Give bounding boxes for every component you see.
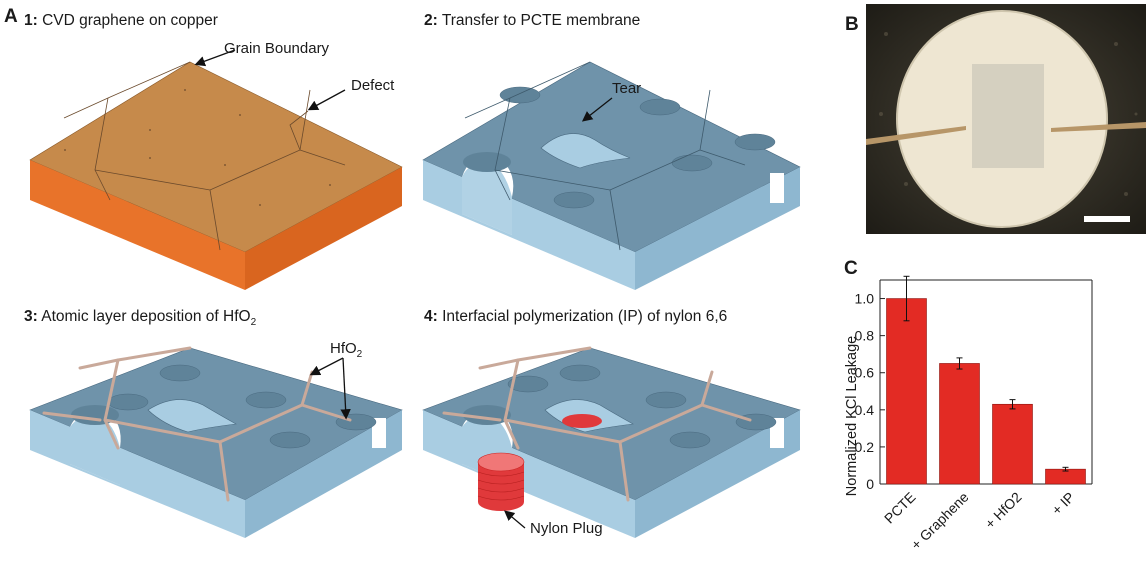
x-tick-label: PCTE xyxy=(881,489,919,527)
nylon-plug-arrow xyxy=(504,510,526,529)
panel-c-label: C xyxy=(844,258,858,279)
step-3-text: Atomic layer deposition of HfO xyxy=(41,308,251,325)
x-tick-label: + IP xyxy=(1048,489,1077,518)
defect-label: Defect xyxy=(351,77,395,94)
y-tick-label: 0 xyxy=(866,476,874,492)
bar xyxy=(939,363,980,485)
panel-a-label: A xyxy=(4,6,18,27)
tear-label: Tear xyxy=(612,80,642,97)
nylon-plug xyxy=(477,452,525,511)
pcte-membrane-block-3 xyxy=(29,346,403,538)
y-tick-labels: 0 0.2 0.4 0.6 0.8 1.0 xyxy=(855,291,875,492)
step-1-title: 1: CVD graphene on copper xyxy=(24,12,218,30)
defect-arrow xyxy=(307,89,346,111)
hfo2-arrow-2 xyxy=(340,357,351,420)
y-tick-label: 0.2 xyxy=(855,439,875,455)
step-2-text: Transfer to PCTE membrane xyxy=(441,12,641,29)
step-3-number: 3: xyxy=(24,308,38,325)
x-tick-label: + HfO2 xyxy=(982,489,1025,532)
step-3-subscript: 2 xyxy=(250,317,257,329)
kcl-leakage-chart: 0 0.2 0.4 0.6 0.8 1.0 PCTE+ Graphene + HfO2 + I… xyxy=(844,275,1093,553)
hfo2-label: HfO2 xyxy=(330,340,362,360)
schematic-illustrations xyxy=(29,49,801,538)
membrane-photo xyxy=(866,4,1146,234)
step-4-text: Interfacial polymerization (IP) of nylon… xyxy=(442,308,728,325)
grain-boundary-arrow xyxy=(194,49,236,67)
step-1-text: CVD graphene on copper xyxy=(42,12,218,29)
hfo2-label-subscript: 2 xyxy=(356,349,363,360)
pcte-membrane-block-4 xyxy=(422,346,801,538)
step-3-title: 3: Atomic layer deposition of HfO2 xyxy=(24,308,256,328)
pcte-membrane-block-2 xyxy=(422,61,801,290)
step-4-number: 4: xyxy=(424,308,438,325)
scale-bar xyxy=(1084,216,1130,222)
x-tick-label: + Graphene xyxy=(908,489,972,553)
hfo2-arrow-1 xyxy=(309,357,344,376)
hfo2-label-text: HfO xyxy=(330,340,357,357)
nylon-plug-label: Nylon Plug xyxy=(530,520,603,537)
y-axis-title: Normalized KCl Leakage xyxy=(844,336,860,496)
y-tick-label: 0.8 xyxy=(855,328,875,344)
y-tick-label: 0.6 xyxy=(855,365,875,381)
step-1-number: 1: xyxy=(24,12,38,29)
grain-boundary-label: Grain Boundary xyxy=(224,40,330,57)
tear-arrow xyxy=(581,97,613,122)
x-tick-labels: PCTE+ Graphene + HfO2 + IP xyxy=(881,489,1078,553)
bar xyxy=(886,298,927,485)
panel-b-label: B xyxy=(845,14,859,35)
y-tick-label: 1.0 xyxy=(855,291,875,307)
step-2-number: 2: xyxy=(424,12,438,29)
bar xyxy=(992,403,1033,485)
y-tick-label: 0.4 xyxy=(855,402,875,418)
step-4-title: 4: Interfacial polymerization (IP) of ny… xyxy=(424,308,727,326)
step-2-title: 2: Transfer to PCTE membrane xyxy=(424,12,640,30)
chart-bars xyxy=(886,275,1086,485)
copper-block xyxy=(29,61,403,290)
